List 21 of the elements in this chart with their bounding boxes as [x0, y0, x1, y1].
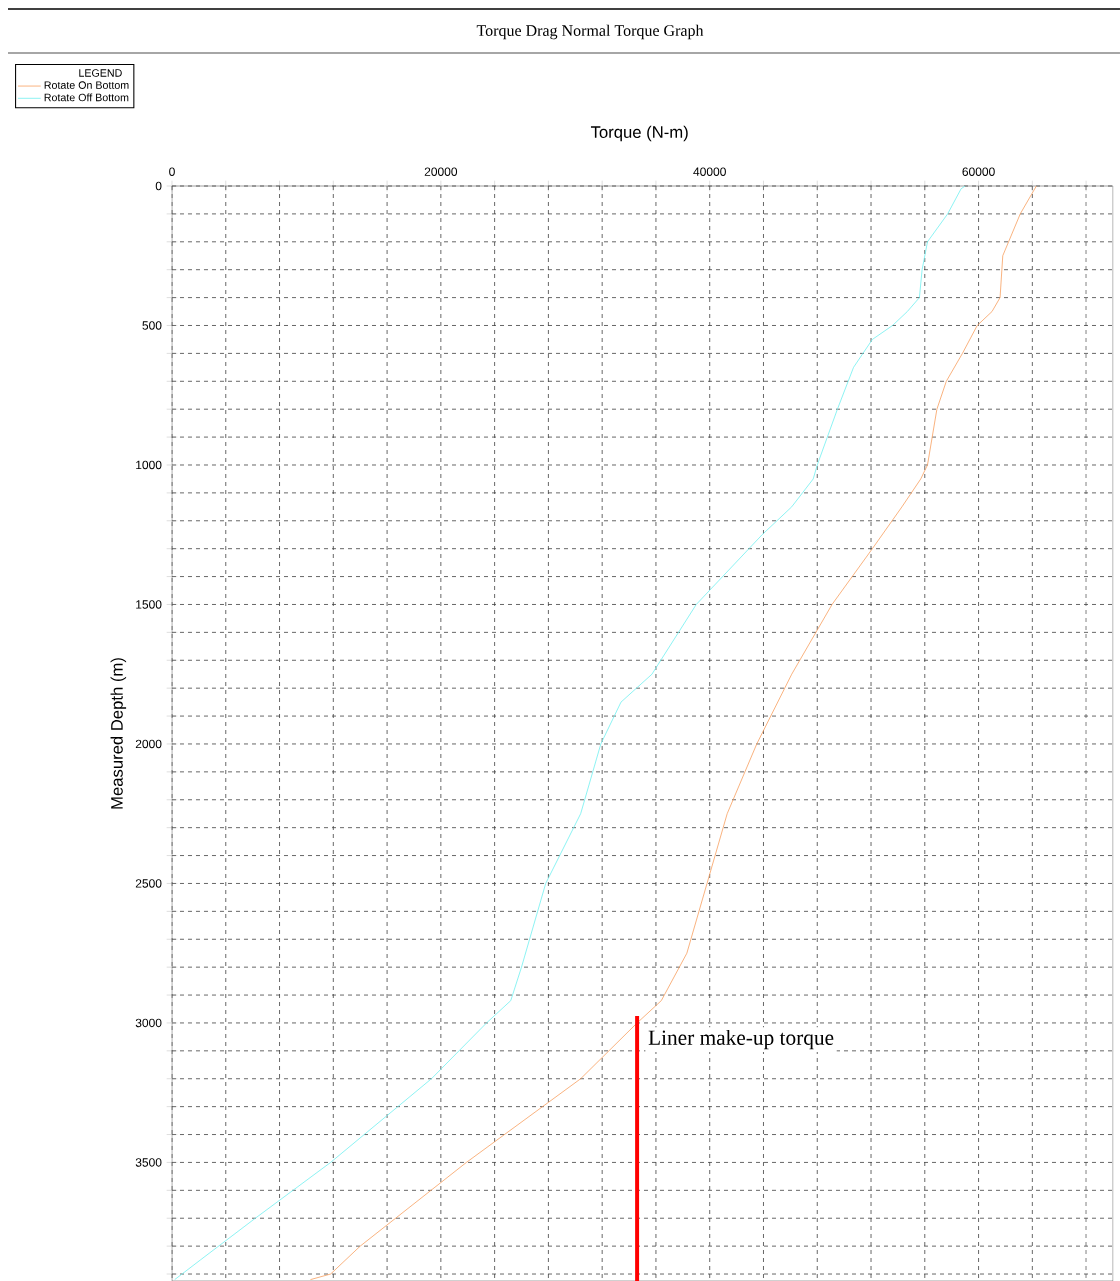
y-tick-label: 2500	[135, 879, 162, 888]
x-axis-title: Torque (N-m)	[590, 125, 688, 142]
y-tick-label: 500	[142, 321, 162, 330]
line-series	[174, 186, 966, 1281]
y-tick-label: 3000	[135, 1018, 162, 1028]
x-tick-label: 60000	[962, 167, 995, 176]
y-tick-label: 0	[155, 181, 162, 191]
x-tick-label: 0	[169, 167, 175, 176]
line-series	[310, 186, 1037, 1281]
legend-label: Rotate On Bottom	[44, 81, 129, 89]
y-tick-label: 1500	[136, 600, 162, 609]
legend-label: Rotate Off Bottom	[44, 93, 129, 102]
annotation: Liner make-up torque	[648, 1029, 834, 1050]
y-tick-label: 1000	[136, 460, 162, 470]
y-axis-title: Measured Depth (m)	[110, 658, 127, 809]
chart-title: Torque Drag Normal Torque Graph	[476, 24, 704, 40]
x-tick-label: 40000	[693, 167, 726, 176]
x-tick-label: 20000	[424, 167, 458, 176]
y-tick-label: 3500	[135, 1158, 162, 1167]
y-tick-label: 2000	[135, 739, 162, 749]
legend-title: LEGEND	[79, 69, 122, 77]
